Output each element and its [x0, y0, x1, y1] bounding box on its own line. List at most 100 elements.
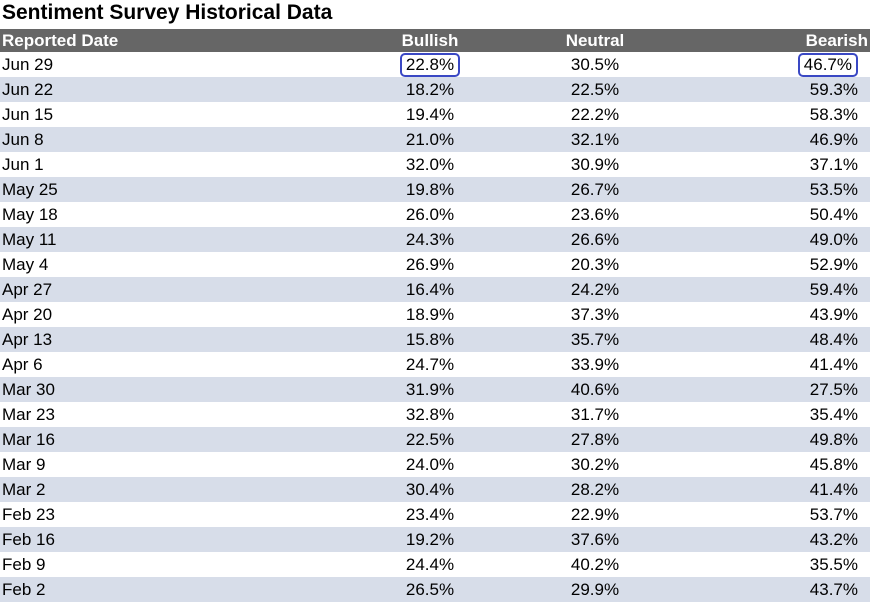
cell-bearish: 46.7%	[710, 52, 870, 77]
table-row: Jun 15 19.4% 22.2% 58.3%	[0, 102, 870, 127]
table-row: Mar 9 24.0% 30.2% 45.8%	[0, 452, 870, 477]
cell-bullish: 23.4%	[405, 504, 455, 524]
cell-neutral: 30.9%	[570, 154, 620, 174]
cell-neutral: 40.2%	[570, 554, 620, 574]
cell-neutral: 32.1%	[570, 129, 620, 149]
table-row: Jun 29 22.8% 30.5% 46.7%	[0, 52, 870, 77]
cell-bearish: 43.9%	[809, 304, 858, 324]
table-row: Mar 30 31.9% 40.6% 27.5%	[0, 377, 870, 402]
cell-reported-date: May 4	[2, 254, 49, 274]
table-row: Feb 16 19.2% 37.6% 43.2%	[0, 527, 870, 552]
cell-bearish: 41.4%	[809, 479, 858, 499]
table-row: May 18 26.0% 23.6% 50.4%	[0, 202, 870, 227]
cell-bearish: 53.7%	[809, 504, 858, 524]
cell-neutral: 37.6%	[570, 529, 620, 549]
cell-reported-date: Mar 2	[2, 479, 46, 499]
cell-neutral: 23.6%	[570, 204, 620, 224]
cell-neutral: 33.9%	[570, 354, 620, 374]
table-row: Apr 20 18.9% 37.3% 43.9%	[0, 302, 870, 327]
cell-bullish: 26.0%	[405, 204, 455, 224]
table-row: Apr 27 16.4% 24.2% 59.4%	[0, 277, 870, 302]
column-header-reported-date: Reported Date	[2, 30, 119, 50]
table-row: Jun 22 18.2% 22.5% 59.3%	[0, 77, 870, 102]
cell-reported-date: Mar 30	[2, 379, 55, 399]
highlight-box: 46.7%	[797, 52, 858, 77]
cell-reported-date: Apr 27	[2, 279, 53, 299]
table-row: Feb 23 23.4% 22.9% 53.7%	[0, 502, 870, 527]
table-row: Jun 8 21.0% 32.1% 46.9%	[0, 127, 870, 152]
cell-bearish: 52.9%	[809, 254, 858, 274]
cell-bullish: 16.4%	[405, 279, 455, 299]
cell-reported-date: Mar 23	[2, 404, 55, 424]
cell-bullish: 18.9%	[405, 304, 455, 324]
cell-bearish: 59.4%	[809, 279, 858, 299]
table-row: May 25 19.8% 26.7% 53.5%	[0, 177, 870, 202]
cell-neutral: 22.5%	[570, 79, 620, 99]
cell-neutral: 37.3%	[570, 304, 620, 324]
cell-bearish: 58.3%	[809, 104, 858, 124]
cell-reported-date: May 18	[2, 204, 58, 224]
cell-bullish: 30.4%	[405, 479, 455, 499]
cell-reported-date: Apr 13	[2, 329, 53, 349]
cell-bullish: 32.8%	[405, 404, 455, 424]
cell-reported-date: Feb 16	[2, 529, 55, 549]
column-header-bullish: Bullish	[401, 30, 459, 50]
cell-bearish: 41.4%	[809, 354, 858, 374]
cell-neutral: 22.9%	[570, 504, 620, 524]
cell-neutral: 31.7%	[570, 404, 620, 424]
table-row: May 4 26.9% 20.3% 52.9%	[0, 252, 870, 277]
cell-bullish: 26.9%	[405, 254, 455, 274]
cell-neutral: 22.2%	[570, 104, 620, 124]
cell-neutral: 20.3%	[570, 254, 620, 274]
table-row: Mar 2 30.4% 28.2% 41.4%	[0, 477, 870, 502]
sentiment-table: Reported Date Bullish Neutral Bearish Ju…	[0, 29, 870, 602]
cell-neutral: 30.5%	[570, 54, 620, 74]
cell-neutral: 35.7%	[570, 329, 620, 349]
page-title: Sentiment Survey Historical Data	[2, 1, 333, 24]
cell-bearish: 27.5%	[809, 379, 858, 399]
cell-bullish: 24.0%	[405, 454, 455, 474]
table-row: Jun 1 32.0% 30.9% 37.1%	[0, 152, 870, 177]
cell-bullish: 21.0%	[405, 129, 455, 149]
cell-bullish: 24.3%	[405, 229, 455, 249]
cell-bearish: 49.8%	[809, 429, 858, 449]
cell-reported-date: Jun 15	[2, 104, 54, 124]
cell-reported-date: Mar 9	[2, 454, 46, 474]
column-header-bearish: Bearish	[805, 30, 868, 50]
cell-neutral: 26.6%	[570, 229, 620, 249]
table-row: Apr 6 24.7% 33.9% 41.4%	[0, 352, 870, 377]
cell-reported-date: Jun 29	[2, 54, 54, 74]
cell-reported-date: May 11	[2, 229, 57, 249]
cell-bullish: 18.2%	[405, 79, 455, 99]
cell-bearish: 59.3%	[809, 79, 858, 99]
cell-neutral: 40.6%	[570, 379, 620, 399]
cell-bearish: 43.7%	[809, 579, 858, 599]
table-header-row: Reported Date Bullish Neutral Bearish	[0, 29, 870, 52]
cell-reported-date: Jun 22	[2, 79, 54, 99]
cell-neutral: 27.8%	[570, 429, 620, 449]
cell-neutral: 28.2%	[570, 479, 620, 499]
cell-bearish: 43.2%	[809, 529, 858, 549]
cell-reported-date: May 25	[2, 179, 58, 199]
cell-bullish: 19.8%	[405, 179, 455, 199]
table-row: Feb 9 24.4% 40.2% 35.5%	[0, 552, 870, 577]
table-body: Jun 29 22.8% 30.5% 46.7% Jun 22 18.2% 22.5% 59.…	[0, 52, 870, 602]
cell-reported-date: Apr 6	[2, 354, 43, 374]
cell-bearish: 50.4%	[809, 204, 858, 224]
cell-bullish: 22.8%	[380, 52, 480, 77]
cell-reported-date: Apr 20	[2, 304, 53, 324]
cell-bullish: 19.2%	[405, 529, 455, 549]
table-row: Mar 23 32.8% 31.7% 35.4%	[0, 402, 870, 427]
cell-bullish: 32.0%	[405, 154, 455, 174]
cell-reported-date: Jun 8	[2, 129, 44, 149]
cell-bullish: 26.5%	[405, 579, 455, 599]
table-row: Mar 16 22.5% 27.8% 49.8%	[0, 427, 870, 452]
cell-bearish: 48.4%	[809, 329, 858, 349]
cell-bearish: 49.0%	[809, 229, 858, 249]
cell-neutral: 24.2%	[570, 279, 620, 299]
cell-bearish: 35.4%	[809, 404, 858, 424]
cell-reported-date: Jun 1	[2, 154, 44, 174]
cell-reported-date: Feb 2	[2, 579, 46, 599]
cell-bullish: 22.5%	[405, 429, 455, 449]
cell-bullish: 31.9%	[405, 379, 455, 399]
